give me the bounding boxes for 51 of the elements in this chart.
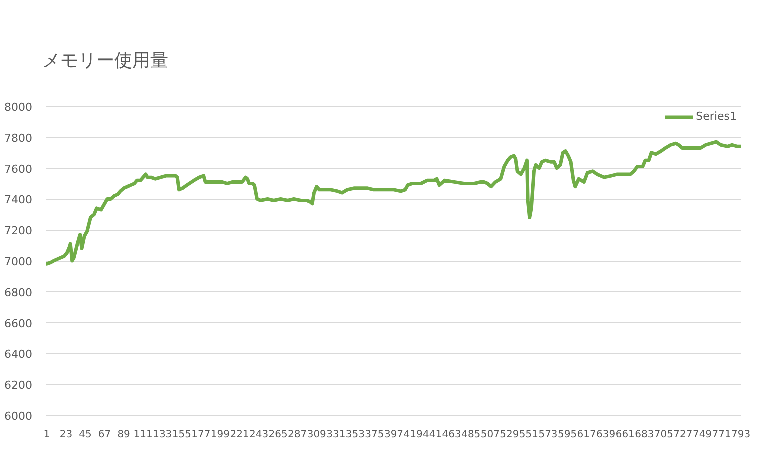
x-tick-label: 683 (635, 430, 654, 440)
y-tick-label: 6600 (4, 317, 33, 330)
y-tick-label: 6000 (4, 410, 33, 423)
x-tick-label: 111 (134, 430, 153, 440)
x-tick-label: 177 (192, 430, 211, 440)
x-tick-label: 89 (118, 430, 130, 440)
y-tick-label: 6200 (4, 379, 33, 392)
x-tick-label: 1 (44, 430, 50, 440)
x-tick-label: 331 (326, 430, 346, 440)
y-tick-label: 7200 (4, 224, 33, 238)
y-tick-label: 7400 (4, 194, 33, 207)
line-series (46, 140, 742, 266)
y-tick-label: 7000 (4, 256, 33, 268)
x-tick-label: 463 (442, 430, 462, 440)
x-tick-label: 727 (674, 430, 693, 440)
x-tick-label: 419 (404, 430, 423, 440)
x-tick-label: 529 (500, 430, 520, 440)
x-tick-label: 595 (558, 430, 578, 440)
x-tick-label: 397 (384, 430, 404, 440)
x-tick-label: 155 (172, 430, 192, 440)
x-tick-label: 221 (230, 430, 250, 440)
x-tick-label: 23 (60, 430, 73, 440)
x-tick-label: 133 (153, 430, 172, 440)
y-tick-label: 7800 (4, 132, 33, 145)
x-tick-label: 353 (346, 430, 365, 440)
x-tick-label: 45 (79, 430, 92, 440)
x-tick-label: 705 (654, 430, 674, 440)
x-tick-label: 67 (98, 430, 112, 440)
x-tick-label: 507 (480, 430, 500, 440)
x-tick-label: 485 (462, 430, 481, 440)
x-tick-label: 243 (249, 430, 269, 440)
legend-label: Series1 (696, 110, 737, 123)
x-tick-label: 309 (307, 430, 326, 440)
x-tick-label: 639 (596, 430, 616, 440)
x-tick-label: 551 (519, 430, 539, 440)
x-tick-label: 749 (692, 430, 712, 440)
y-tick-label: 6800 (4, 286, 33, 300)
y-tick-label: 8000 (4, 101, 33, 114)
y-tick-label: 7600 (4, 162, 33, 176)
x-tick-label: 375 (365, 430, 384, 440)
y-tick-label: 6400 (4, 348, 33, 362)
chart-title: メモリー使用量 (42, 50, 168, 72)
x-tick-label: 771 (712, 430, 732, 440)
x-tick-label: 573 (538, 430, 558, 440)
x-tick-label: 617 (577, 430, 596, 440)
x-tick-label: 265 (268, 430, 288, 440)
x-tick-label: 441 (423, 430, 442, 440)
x-tick-label: 287 (288, 430, 308, 440)
x-tick-label: 199 (210, 430, 230, 440)
x-tick-label: 661 (616, 430, 635, 440)
x-tick-label: 793 (732, 430, 751, 440)
